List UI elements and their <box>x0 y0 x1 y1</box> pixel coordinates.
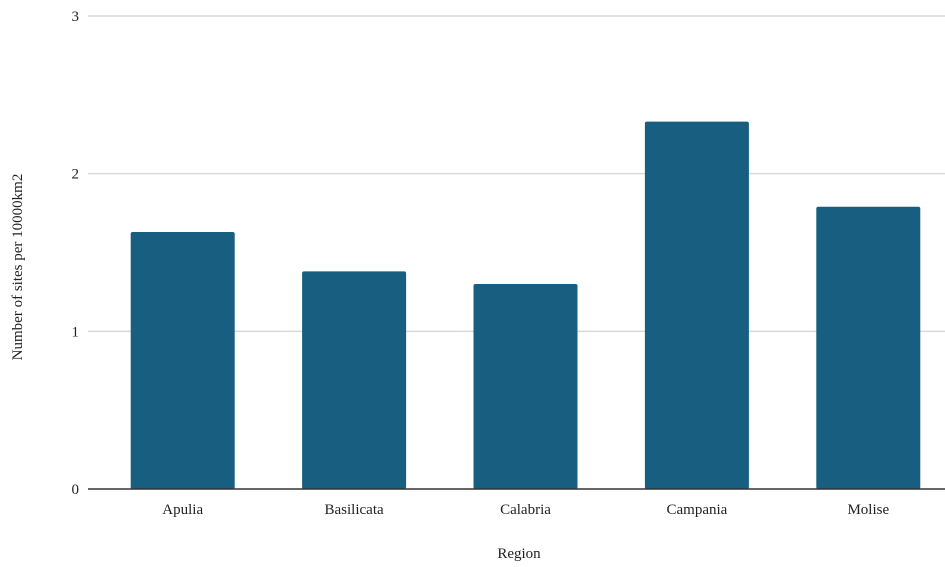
x-tick-label: Apulia <box>162 502 203 518</box>
y-tick-labels: 0 1 2 3 <box>72 9 80 498</box>
x-tick-label: Campania <box>666 502 727 518</box>
bar-basilicata <box>302 271 407 489</box>
y-tick-label: 2 <box>72 167 80 183</box>
x-tick-label: Calabria <box>500 502 551 518</box>
x-tick-label: Basilicata <box>325 502 384 518</box>
x-tick-label: Molise <box>847 502 889 518</box>
bar-apulia <box>130 232 235 489</box>
bar-calabria <box>473 284 578 489</box>
y-tick-label: 0 <box>72 482 80 498</box>
x-tick-labels: Apulia Basilicata Calabria Campania Molise <box>162 502 889 518</box>
bar-molise <box>816 206 921 489</box>
y-tick-label: 3 <box>72 9 80 25</box>
bars <box>130 121 921 490</box>
y-axis-title: Number of sites per 10000km2 <box>10 174 26 361</box>
y-tick-label: 1 <box>72 324 80 340</box>
x-axis-title: Region <box>497 546 541 562</box>
bar-campania <box>644 121 749 490</box>
